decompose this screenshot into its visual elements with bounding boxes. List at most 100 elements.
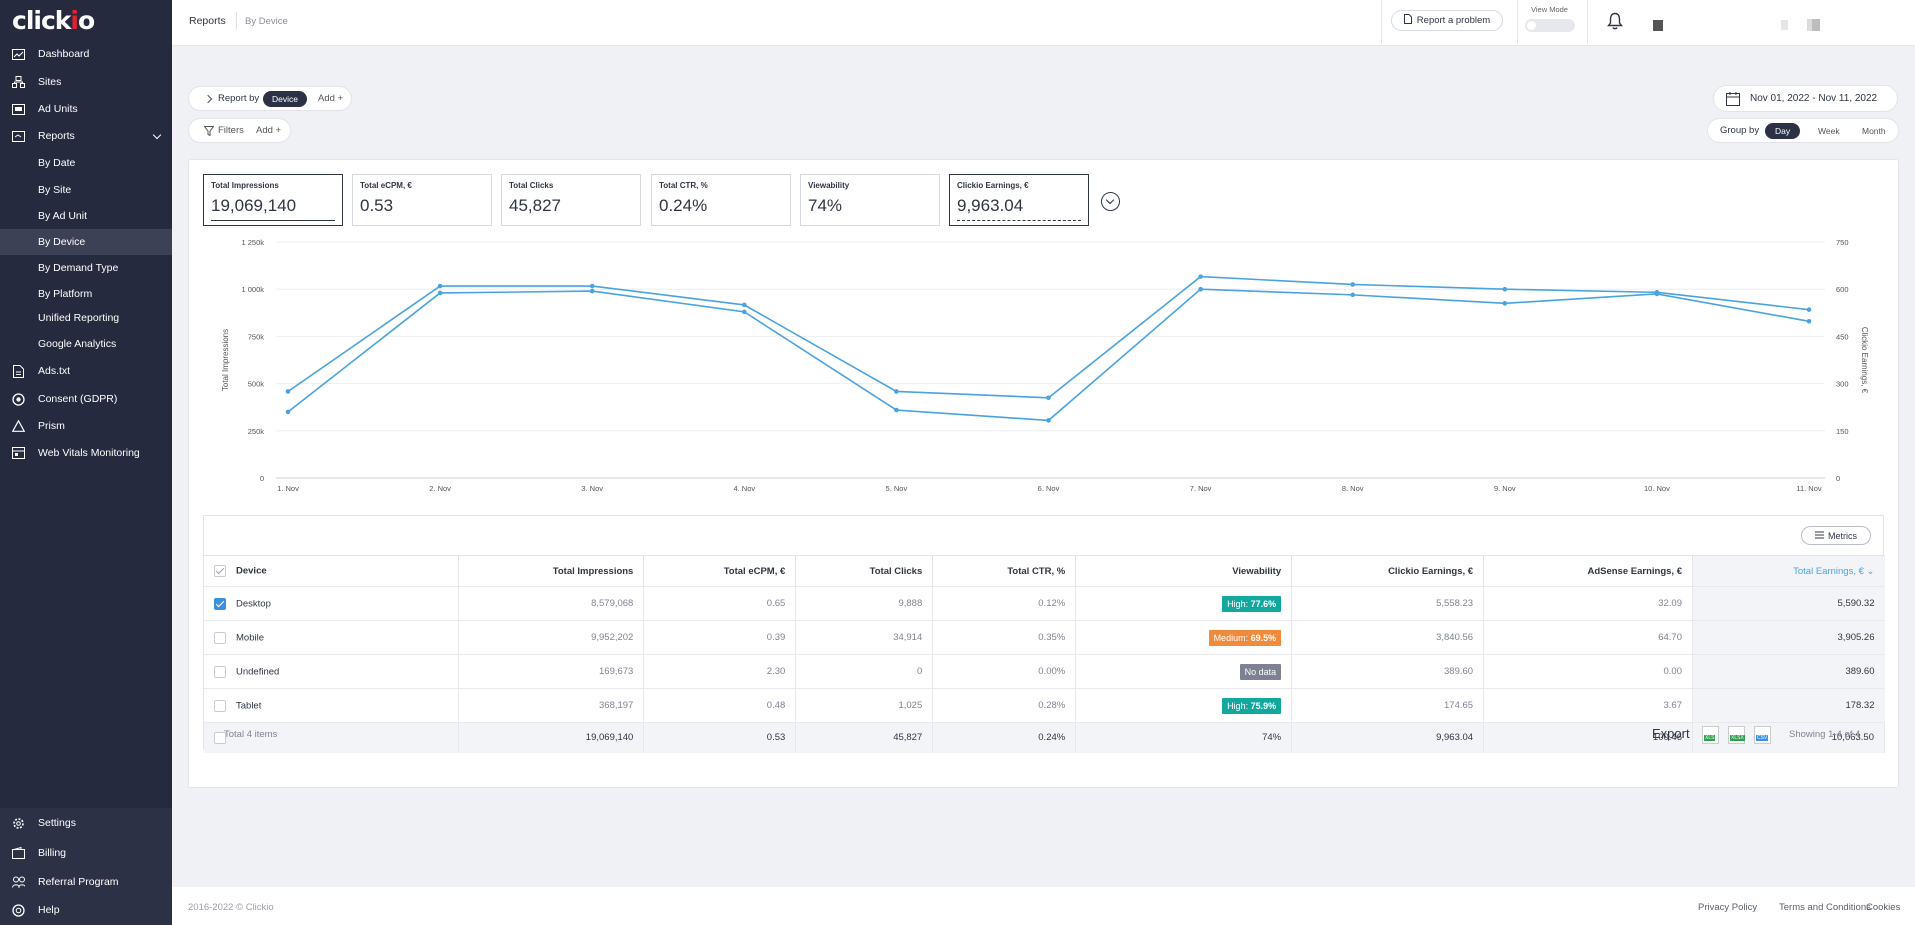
data-point [1806,307,1812,312]
sidebar-item-label: By Platform [38,288,93,300]
metrics-button[interactable]: Metrics [1801,526,1871,545]
sidebar-item-referral[interactable]: Referral Program [0,869,172,895]
filters-add-button[interactable]: Add + [256,125,282,136]
sidebar-item-prism[interactable]: Prism [0,413,172,439]
sidebar-item-settings[interactable]: Settings [0,810,172,836]
report-by-control[interactable]: Report by Device Add + [188,86,352,111]
device-name: Desktop [236,598,271,610]
cell-ctr: 0.35% [932,620,1077,655]
page-footer: 2016-2022 © Clickio Privacy Policy Terms… [172,887,1915,925]
report-by-label: Report by [218,93,260,104]
row-checkbox[interactable] [214,665,226,678]
column-header-impressions[interactable]: Total Impressions [458,555,645,587]
sidebar-item-billing[interactable]: Billing [0,840,172,866]
column-header-clickio-earnings[interactable]: Clickio Earnings, € [1291,555,1485,587]
breadcrumb-reports[interactable]: Reports [189,15,226,27]
kpi-underline [957,220,1081,221]
user-menu-icon[interactable] [1653,20,1663,31]
cell-adsense: 64.70 [1483,620,1693,655]
badge-level: Medium: [1213,632,1249,643]
sidebar-item-by-ad-unit[interactable]: By Ad Unit [0,203,172,229]
privacy-policy-link[interactable]: Privacy Policy [1698,902,1758,913]
view-mode-label: View Mode [1531,5,1568,14]
kpi-total-clicks[interactable]: Total Clicks 45,827 [501,174,641,226]
badge-value: 77.6% [1250,598,1277,609]
sidebar-item-label: By Demand Type [38,262,119,274]
table-row[interactable]: Mobile 9,952,202 0.39 34,914 0.35% Medium: 69… [204,620,1885,655]
cell-impressions: 169,673 [458,654,645,689]
table-footer: Total 4 items Export XLS XLSX CSV Showin… [204,723,1885,751]
select-all-checkbox[interactable] [214,565,226,577]
cookies-link[interactable]: Cookies [1866,902,1901,913]
data-point [437,290,443,296]
sidebar-item-by-device[interactable]: By Device [0,229,172,255]
kpi-clickio-earnings[interactable]: Clickio Earnings, € 9,963.04 [949,174,1089,226]
data-point [285,409,291,415]
column-header-ecpm[interactable]: Total eCPM, € [643,555,797,587]
sidebar-item-reports[interactable]: Reports [0,123,172,149]
export-csv-icon[interactable]: CSV [1754,726,1771,744]
column-header-adsense-earnings[interactable]: AdSense Earnings, € [1483,555,1693,587]
data-point [894,407,899,413]
sidebar-item-ad-units[interactable]: Ad Units [0,96,172,122]
kpi-total-ecpm[interactable]: Total eCPM, € 0.53 [352,174,492,226]
sidebar-item-consent[interactable]: Consent (GDPR) [0,386,172,412]
export-xlsx-icon[interactable]: XLSX [1728,726,1745,744]
report-by-device-chip[interactable]: Device [263,91,307,107]
filters-control[interactable]: Filters Add + [188,118,291,143]
sidebar-item-label: Referral Program [38,876,119,888]
y-tick-label: 500k [248,380,265,389]
kpi-viewability[interactable]: Viewability 74% [800,174,940,226]
view-mode-toggle[interactable] [1525,19,1575,32]
kpi-expand-button[interactable] [1101,192,1120,211]
group-by-week[interactable]: Week [1818,126,1840,136]
list-icon [1815,531,1824,541]
badge-value: 75.9% [1250,700,1277,711]
clickio-logo[interactable]: clickio [12,6,95,35]
report-by-add-button[interactable]: Add + [318,93,344,104]
date-range-picker[interactable]: Nov 01, 2022 - Nov 11, 2022 [1713,85,1898,112]
data-point [742,302,747,308]
y-right-tick-label: 600 [1836,285,1849,294]
terms-link[interactable]: Terms and Conditions [1779,902,1871,913]
sidebar-item-sites[interactable]: Sites [0,69,172,95]
cell-clickio: 389.60 [1291,654,1485,689]
file-icon [12,364,25,378]
showing-range: Showing 1-4 of 4 [1789,729,1861,740]
kpi-total-ctr[interactable]: Total CTR, % 0.24% [651,174,791,226]
cell-total: 5,590.32 [1692,586,1885,621]
column-header-device[interactable]: Device [204,555,460,587]
group-by-day[interactable]: Day [1765,123,1801,139]
sidebar-item-unified-reporting[interactable]: Unified Reporting [0,305,172,331]
table-row[interactable]: Tablet 368,197 0.48 1,025 0.28% High: 75.9% 17… [204,688,1885,723]
sidebar-item-ads-txt[interactable]: Ads.txt [0,358,172,384]
filters-label: Filters [218,125,244,136]
table-row[interactable]: Desktop 8,579,068 0.65 9,888 0.12% High: 77.6… [204,586,1885,621]
column-header-total-earnings[interactable]: Total Earnings, € ⌄ [1692,555,1885,587]
sidebar-item-help[interactable]: Help [0,897,172,923]
row-checkbox[interactable] [214,699,226,712]
sidebar-item-by-date[interactable]: By Date [0,150,172,176]
sidebar-item-by-demand-type[interactable]: By Demand Type [0,255,172,281]
column-header-clicks[interactable]: Total Clicks [795,555,934,587]
sidebar-item-dashboard[interactable]: Dashboard [0,41,172,67]
group-by-month[interactable]: Month [1862,126,1886,136]
web-vitals-icon [12,447,25,459]
column-header-viewability[interactable]: Viewability [1075,555,1293,587]
bell-icon[interactable] [1607,12,1623,33]
table-row[interactable]: Undefined 169,673 2.30 0 0.00% No data 389.60… [204,654,1885,689]
row-checkbox[interactable] [214,597,226,610]
sidebar-item-google-analytics[interactable]: Google Analytics [0,331,172,357]
export-xls-icon[interactable]: XLS [1702,726,1719,744]
calendar-icon [1726,92,1740,109]
kpi-total-impressions[interactable]: Total Impressions 19,069,140 [203,174,343,226]
sidebar-item-by-site[interactable]: By Site [0,177,172,203]
column-label: Total Earnings, € [1793,565,1864,577]
column-header-ctr[interactable]: Total CTR, % [932,555,1077,587]
row-checkbox[interactable] [214,731,226,744]
sidebar-item-by-platform[interactable]: By Platform [0,281,172,307]
report-problem-button[interactable]: Report a problem [1391,10,1503,31]
row-checkbox[interactable] [214,631,226,644]
sidebar-item-web-vitals[interactable]: Web Vitals Monitoring [0,440,172,466]
total-items-count: Total 4 items [224,729,278,740]
